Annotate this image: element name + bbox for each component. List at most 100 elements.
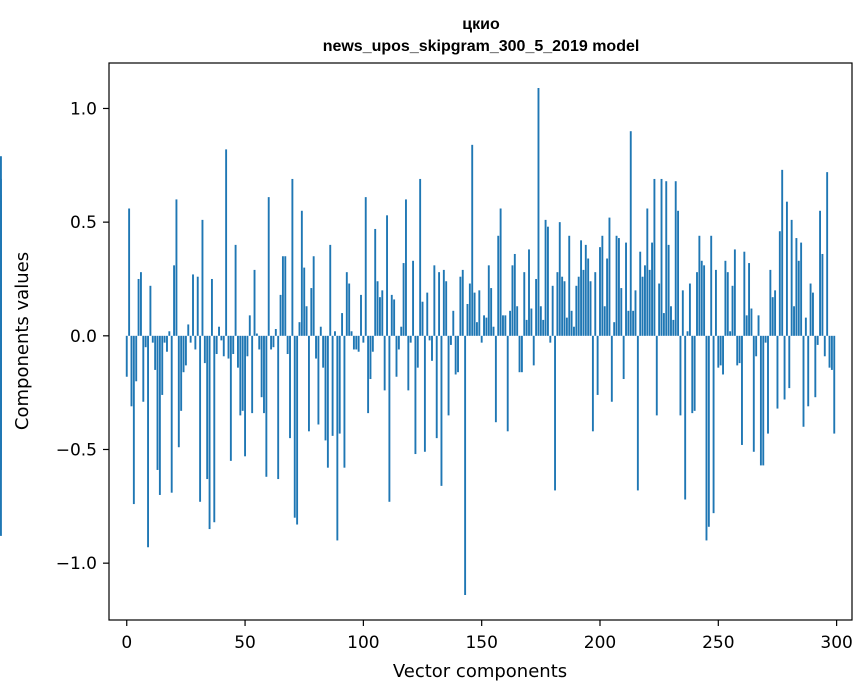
y-tick-label: −1.0 [56,554,97,574]
bar [298,322,301,336]
bar [797,260,800,336]
bar [691,335,694,414]
bar [237,335,239,368]
bar [589,281,592,336]
bar [225,149,228,336]
bar [684,335,687,500]
bar [192,274,194,336]
bar [272,335,275,348]
bar [617,238,620,336]
bar [0,335,2,359]
x-tick-label: 200 [584,633,616,653]
y-axis-ticks: −1.0 −0.5 0.0 0.5 1.0 [56,99,109,574]
bar [199,335,202,502]
bar [291,178,294,336]
bar [388,335,391,502]
bar [767,335,769,434]
bar [277,335,280,480]
bar [513,253,516,336]
bar [170,335,173,493]
bar [492,326,495,336]
bar [823,335,826,357]
bar [757,315,760,336]
bar [447,335,450,416]
bar [454,335,457,375]
bar [686,331,689,336]
bar [180,335,183,411]
bar [357,335,360,352]
bar [284,256,287,336]
bar [568,235,571,336]
chart-subtitle: news_upos_skipgram_300_5_2019 model [323,38,640,55]
bar [232,335,235,355]
bar [620,288,623,336]
bar [627,310,630,336]
bar [667,244,670,336]
bar [315,335,317,359]
bar [587,258,590,336]
bar [253,269,256,336]
bar [222,335,225,357]
bar [755,335,758,357]
bar [816,335,819,345]
bar [539,306,542,336]
bar [464,335,467,595]
bar [125,335,128,377]
bar [672,319,675,336]
bar [528,249,530,336]
bar [745,315,748,336]
bar [0,285,2,336]
bar [151,335,154,343]
bar [336,335,339,541]
bar [594,272,597,336]
bar [409,335,412,343]
bar [655,335,658,416]
bar [258,335,261,350]
bar [599,247,601,336]
bar [606,258,609,336]
y-tick-label: 0.0 [70,327,97,347]
bar [435,335,438,439]
bar [558,222,561,336]
bar [423,335,426,452]
bar [378,297,381,336]
bar [830,335,833,370]
bar [149,285,152,336]
bar [400,326,403,336]
bar [355,335,358,350]
bar [698,235,701,336]
bar [281,256,284,336]
bar [674,181,677,336]
bar [213,335,216,523]
x-axis-label: Vector components [393,661,567,682]
bar [433,265,436,336]
bar [248,315,251,336]
plot-frame [108,62,853,621]
bar [343,335,346,468]
bar [546,226,549,336]
bar [452,310,455,336]
bar [530,308,533,336]
bar [267,197,270,336]
bar [194,335,197,350]
bar [218,326,220,336]
bar [807,335,810,407]
bar [790,219,793,336]
bar [679,335,682,416]
x-tick-label: 150 [465,633,497,653]
bar [795,238,798,336]
bar [182,335,185,373]
bar [563,281,566,336]
bar [166,335,168,352]
bar [610,335,613,402]
bar [260,335,263,398]
bar [319,326,322,336]
bar [419,178,422,336]
bar [229,335,232,461]
bar [265,335,268,477]
bar [461,269,464,336]
bar [293,335,296,518]
bar [187,324,190,336]
bar [518,335,521,373]
bar [244,335,246,457]
